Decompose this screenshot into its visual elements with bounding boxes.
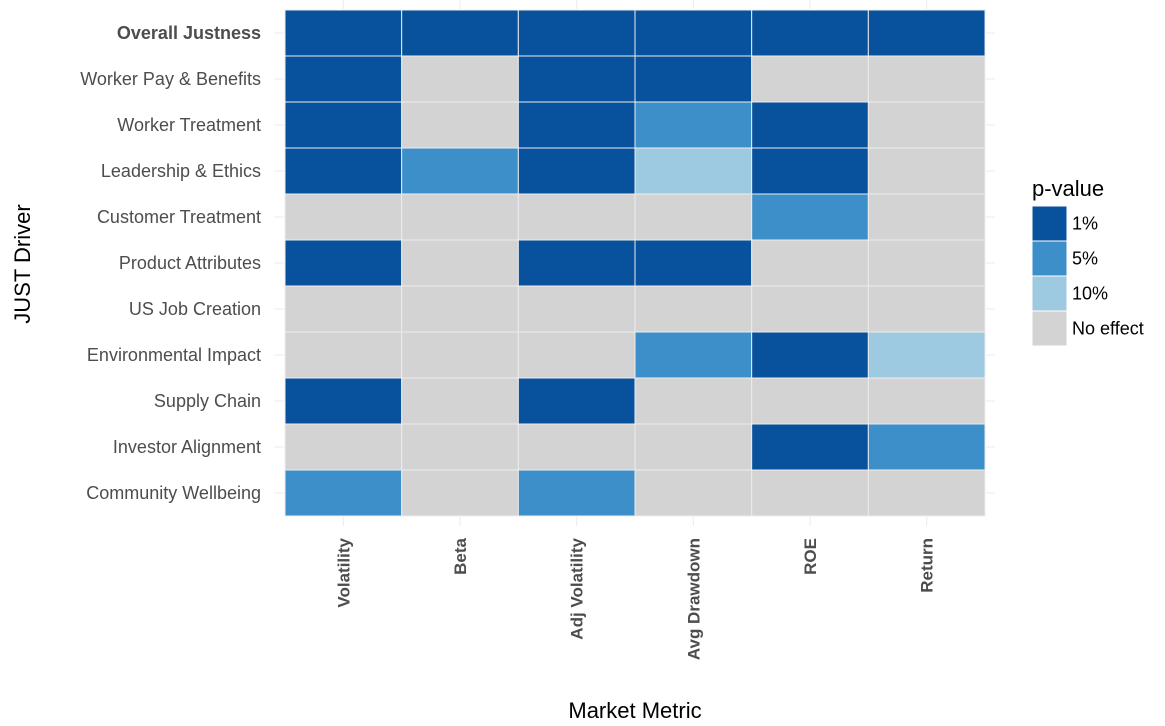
y-tick-label: Supply Chain	[154, 391, 261, 411]
heatmap-cell	[401, 239, 519, 287]
heatmap-cell	[284, 9, 403, 57]
heatmap-cell	[517, 101, 636, 149]
heatmap-cell	[634, 147, 753, 195]
legend-label: No effect	[1072, 319, 1144, 339]
heatmap-cell	[401, 9, 519, 57]
legend-swatch	[1031, 275, 1068, 312]
heatmap-cell	[634, 239, 753, 287]
heatmap-cell	[401, 423, 519, 471]
heatmap-cell	[867, 377, 986, 425]
x-axis-tick-labels: Volatility Beta Adj Volatility Avg Drawdown…	[334, 537, 936, 660]
heatmap-cell	[751, 331, 869, 379]
heatmap-cell	[867, 55, 986, 103]
heatmap-cell	[634, 101, 753, 149]
x-tick-label: Beta	[451, 537, 470, 574]
heatmap-cell	[634, 285, 753, 333]
legend-swatch	[1031, 205, 1068, 242]
y-tick-label: Overall Justness	[117, 23, 261, 43]
heatmap-cell	[751, 147, 869, 195]
heatmap-cell	[751, 239, 869, 287]
heatmap-cell	[867, 285, 986, 333]
heatmap-cell	[867, 193, 986, 241]
heatmap-cell	[751, 423, 869, 471]
heatmap-cell	[401, 147, 519, 195]
heatmap-cell	[284, 285, 403, 333]
heatmap-cell	[751, 101, 869, 149]
x-tick-label: Return	[918, 538, 937, 593]
legend: p-value 1% 5% 10% No effect	[1031, 176, 1144, 347]
heatmap-cell	[867, 423, 986, 471]
heatmap-cell	[634, 377, 753, 425]
heatmap-cell	[284, 331, 403, 379]
legend-swatch	[1031, 310, 1068, 347]
x-tick-label: Avg Drawdown	[684, 538, 703, 660]
heatmap-cell	[867, 147, 986, 195]
x-axis-title: Market Metric	[568, 698, 701, 723]
heatmap-cell	[517, 9, 636, 57]
y-tick-label: Environmental Impact	[87, 345, 261, 365]
heatmap-cell	[284, 101, 403, 149]
heatmap-cell	[517, 469, 636, 517]
heatmap-cell	[517, 147, 636, 195]
legend-title: p-value	[1032, 176, 1104, 201]
heatmap-cell	[517, 55, 636, 103]
legend-swatch	[1031, 240, 1068, 277]
heatmap-cell	[867, 331, 986, 379]
heatmap-cell	[751, 193, 869, 241]
heatmap-cell	[751, 55, 869, 103]
x-tick-label: Adj Volatility	[568, 537, 587, 639]
heatmap-cell	[751, 469, 869, 517]
x-tick-label: Volatility	[334, 537, 353, 607]
y-axis-title: JUST Driver	[10, 204, 35, 323]
heatmap-cell	[634, 9, 753, 57]
heatmap-cell	[867, 469, 986, 517]
y-tick-label: Worker Pay & Benefits	[80, 69, 261, 89]
heatmap-cell	[401, 101, 519, 149]
heatmap-cell	[401, 55, 519, 103]
heatmap-cell	[751, 285, 869, 333]
heatmap-cell	[401, 377, 519, 425]
legend-label: 10%	[1072, 284, 1108, 304]
heatmap-cell	[634, 469, 753, 517]
y-tick-label: Investor Alignment	[113, 437, 261, 457]
heatmap-cell	[751, 377, 869, 425]
heatmap-cell	[517, 193, 636, 241]
heatmap-cell	[401, 285, 519, 333]
x-tick-label: ROE	[801, 538, 820, 575]
legend-label: 1%	[1072, 214, 1098, 234]
heatmap-cell	[517, 331, 636, 379]
y-tick-label: Customer Treatment	[97, 207, 261, 227]
heatmap-cell	[867, 239, 986, 287]
heatmap-cell	[517, 285, 636, 333]
heatmap-cell	[284, 55, 403, 103]
heatmap-cell	[401, 469, 519, 517]
heatmap-cell	[284, 377, 403, 425]
y-tick-label: Community Wellbeing	[86, 483, 261, 503]
heatmap-cell	[284, 239, 403, 287]
heatmap-cell	[867, 9, 986, 57]
heatmap-cell	[401, 193, 519, 241]
y-tick-label: Product Attributes	[119, 253, 261, 273]
y-tick-label: Leadership & Ethics	[101, 161, 261, 181]
y-tick-label: Worker Treatment	[117, 115, 261, 135]
heatmap-cell	[634, 193, 753, 241]
heatmap-cell	[517, 377, 636, 425]
heatmap-cell	[284, 469, 403, 517]
heatmap-cell	[284, 147, 403, 195]
heatmap-cell	[517, 239, 636, 287]
heatmap-cell	[634, 423, 753, 471]
legend-label: 5%	[1072, 249, 1098, 269]
heatmap-cell	[284, 423, 403, 471]
heatmap-cell	[751, 9, 869, 57]
heatmap-cell	[867, 101, 986, 149]
heatmap-cell	[634, 55, 753, 103]
heatmap-cell	[634, 331, 753, 379]
heatmap-cell	[401, 331, 519, 379]
heatmap-cell	[284, 193, 403, 241]
y-tick-label: US Job Creation	[129, 299, 261, 319]
y-axis-tick-labels: Overall Justness Worker Pay & Benefits Wor…	[80, 23, 261, 503]
heatmap-cell	[517, 423, 636, 471]
heatmap-cells	[275, 0, 996, 526]
